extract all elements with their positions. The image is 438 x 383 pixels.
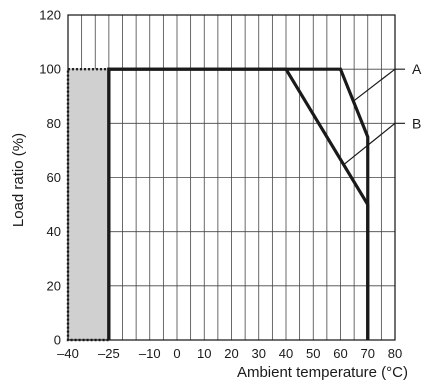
plot-frame-layer: [67, 14, 396, 341]
y-tick-label: 80: [47, 116, 61, 131]
callout-line-b: [344, 122, 405, 165]
x-tick-label: –25: [98, 346, 120, 361]
x-tick-label: 40: [279, 346, 293, 361]
plot-frame: [67, 14, 396, 341]
y-tick-label: 20: [47, 278, 61, 293]
y-tick-label: 0: [54, 333, 61, 348]
x-tick-label: 10: [197, 346, 211, 361]
x-tick-label: –40: [57, 346, 79, 361]
shaded-region: [66, 67, 111, 342]
series-line-a: [107, 67, 370, 340]
y-tick-labels: 0 20 40 60 80 100 120: [39, 8, 61, 348]
x-tick-label: 80: [388, 346, 402, 361]
x-tick-label: 0: [173, 346, 180, 361]
y-axis-title: Load ratio (%): [10, 133, 27, 227]
x-tick-label: 30: [252, 346, 266, 361]
callouts-layer: AB: [344, 61, 422, 165]
y-tick-label: 120: [39, 8, 61, 23]
grid: [68, 15, 395, 340]
x-axis-title: Ambient temperature (°C): [237, 364, 408, 381]
series-layer: [107, 67, 370, 340]
x-tick-label: 70: [361, 346, 375, 361]
x-tick-label: 20: [224, 346, 238, 361]
callout-line-a: [352, 68, 405, 103]
x-tick-label: –10: [139, 346, 161, 361]
x-tick-label: 50: [306, 346, 320, 361]
y-tick-label: 60: [47, 170, 61, 185]
callout-label-b: B: [412, 115, 421, 131]
shaded-region-layer: [66, 67, 111, 342]
y-tick-label: 100: [39, 62, 61, 77]
callout-label-a: A: [412, 61, 422, 77]
series-line-b: [107, 67, 370, 340]
y-tick-label: 40: [47, 224, 61, 239]
x-tick-label: 60: [333, 346, 347, 361]
x-tick-labels: –40 –25 –10 0 10 20 30 40 50 60 70 80: [57, 346, 402, 361]
